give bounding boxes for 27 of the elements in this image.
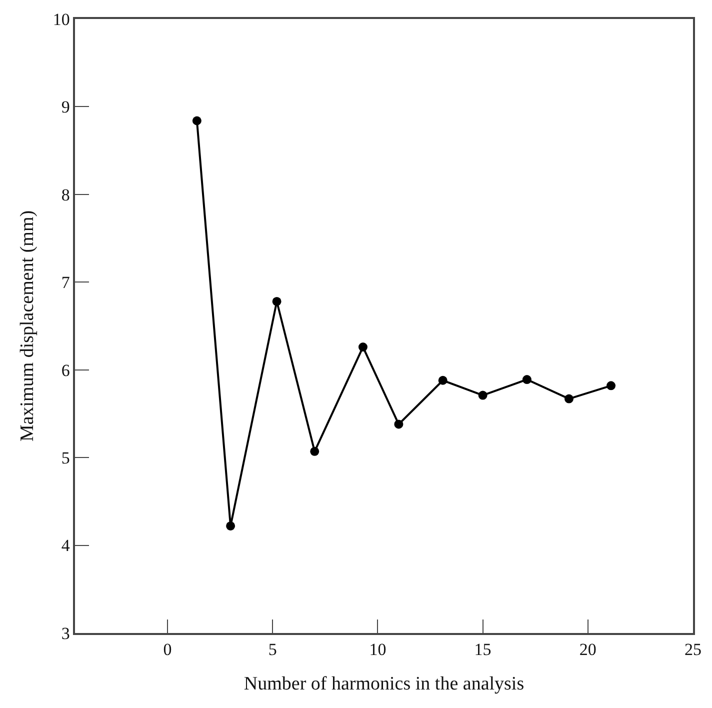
point [192,116,202,126]
y-tick-label: 7 [61,273,70,292]
x-tick-label: 25 [684,640,702,660]
y-tick-label: 6 [61,360,70,380]
point [310,446,320,456]
y-tick-label: 10 [52,10,70,29]
x-axis-title: Number of harmonics in the analysis [244,673,524,694]
y-tick-label: 9 [61,98,70,117]
point [522,375,532,384]
y-tick-label: 8 [61,185,70,204]
point [226,521,236,530]
point [358,342,368,352]
x-tick-label: 10 [369,640,386,660]
y-tick-label: 4 [61,536,70,556]
x-tick-label: 15 [474,640,492,660]
point [564,394,574,404]
point [478,390,488,400]
point [438,376,448,385]
y-tick-label: 3 [61,624,70,643]
x-tick-label: 5 [268,640,277,660]
x-tick-label: 0 [163,640,172,660]
y-tick-label: 5 [61,448,70,468]
x-tick-label: 20 [579,640,596,660]
point [272,296,282,306]
point [606,381,616,390]
point [394,420,404,429]
y-axis-title: Maximum displacement (mm) [17,210,38,442]
